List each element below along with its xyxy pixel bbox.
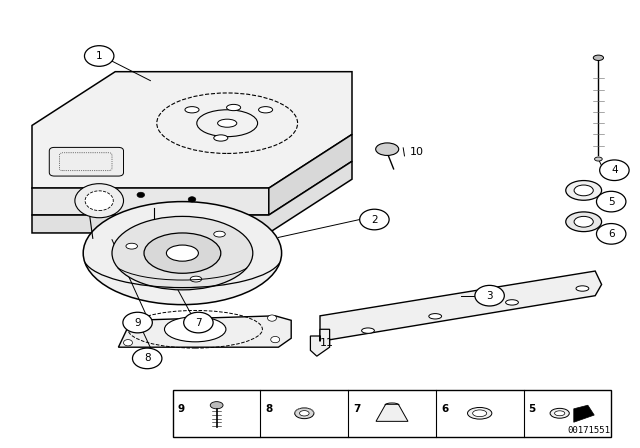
Ellipse shape	[227, 104, 241, 111]
Polygon shape	[320, 271, 602, 341]
Circle shape	[75, 184, 124, 218]
Ellipse shape	[164, 317, 226, 342]
Circle shape	[85, 191, 113, 211]
Text: 6: 6	[608, 229, 614, 239]
Ellipse shape	[429, 314, 442, 319]
Polygon shape	[376, 404, 408, 421]
Text: 9: 9	[134, 318, 141, 327]
Text: 7: 7	[195, 318, 202, 327]
Ellipse shape	[112, 216, 253, 290]
Circle shape	[271, 336, 280, 343]
Text: 3: 3	[486, 291, 493, 301]
Circle shape	[137, 192, 145, 198]
Circle shape	[600, 160, 629, 181]
Circle shape	[188, 197, 196, 202]
Ellipse shape	[295, 408, 314, 418]
Text: 1: 1	[96, 51, 102, 61]
Circle shape	[596, 191, 626, 212]
Polygon shape	[118, 316, 291, 347]
Ellipse shape	[214, 135, 228, 141]
Text: 5: 5	[529, 404, 536, 414]
Circle shape	[123, 312, 152, 333]
Text: 8: 8	[144, 353, 150, 363]
Ellipse shape	[190, 276, 202, 282]
Polygon shape	[310, 329, 330, 356]
Ellipse shape	[506, 300, 518, 305]
Ellipse shape	[566, 212, 602, 232]
Text: 10: 10	[410, 147, 424, 157]
Text: 4: 4	[611, 165, 618, 175]
Polygon shape	[574, 405, 595, 422]
Circle shape	[360, 209, 389, 230]
Ellipse shape	[574, 185, 593, 196]
Circle shape	[84, 46, 114, 66]
Ellipse shape	[126, 243, 138, 249]
Circle shape	[475, 285, 504, 306]
Ellipse shape	[362, 328, 374, 333]
Ellipse shape	[593, 55, 604, 60]
Circle shape	[184, 312, 213, 333]
Ellipse shape	[566, 181, 602, 200]
Ellipse shape	[218, 119, 237, 127]
Text: 2: 2	[371, 215, 378, 224]
Text: 5: 5	[608, 197, 614, 207]
Ellipse shape	[83, 202, 282, 305]
Ellipse shape	[555, 411, 565, 416]
Text: 9: 9	[178, 404, 185, 414]
Ellipse shape	[259, 107, 273, 113]
Text: 8: 8	[266, 404, 273, 414]
Ellipse shape	[185, 107, 199, 113]
Text: 11: 11	[320, 338, 334, 348]
Ellipse shape	[166, 245, 198, 261]
Polygon shape	[32, 161, 352, 233]
Bar	[173, 390, 611, 437]
FancyBboxPatch shape	[49, 147, 124, 176]
Ellipse shape	[550, 409, 570, 418]
Ellipse shape	[376, 143, 399, 155]
Text: 7: 7	[353, 404, 361, 414]
Ellipse shape	[214, 231, 225, 237]
Circle shape	[124, 340, 132, 346]
Polygon shape	[269, 134, 352, 215]
Ellipse shape	[467, 408, 492, 419]
Circle shape	[596, 224, 626, 244]
Circle shape	[127, 319, 136, 325]
Ellipse shape	[574, 216, 593, 227]
Circle shape	[268, 315, 276, 321]
Polygon shape	[32, 72, 352, 188]
Polygon shape	[32, 188, 269, 215]
Ellipse shape	[300, 410, 309, 416]
Text: 00171551: 00171551	[567, 426, 610, 435]
Ellipse shape	[576, 286, 589, 291]
Ellipse shape	[144, 233, 221, 273]
Text: 6: 6	[441, 404, 448, 414]
Ellipse shape	[473, 410, 487, 417]
Ellipse shape	[210, 401, 223, 409]
Circle shape	[132, 348, 162, 369]
Ellipse shape	[595, 157, 602, 161]
